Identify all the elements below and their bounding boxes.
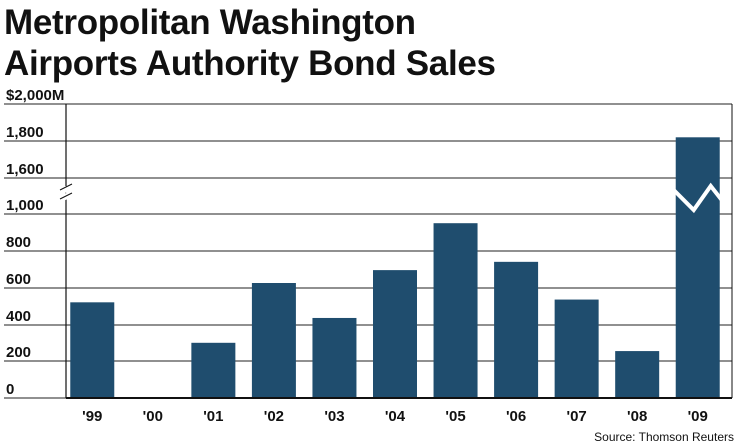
y-tick-label: 1,600 [6,161,44,178]
bar [494,261,539,398]
bar [312,317,357,398]
bar [70,302,115,398]
y-tick-labels: $2,000M 1,800 1,600 1,000 800 600 400 200 0 [6,87,64,398]
bar [554,299,599,398]
x-tick-label: '00 [143,408,163,425]
axis-break-mark [59,192,73,200]
bar [191,342,236,398]
x-tick-label: '08 [627,408,647,425]
chart-title-line-2: Airports Authority Bond Sales [4,44,496,83]
axes [56,104,733,399]
y-tick-label: 1,000 [6,197,44,214]
bar [615,351,660,398]
y-tick-label: 1,800 [6,124,44,141]
x-tick-label: '03 [324,408,344,425]
x-tick-label: '02 [264,408,284,425]
x-tick-label: '09 [688,408,708,425]
y-tick-label: 0 [6,381,14,398]
y-tick-label: 400 [6,308,31,325]
x-tick-label: '07 [567,408,587,425]
chart-title: Metropolitan Washington Airports Authori… [4,2,496,84]
y-tick-label: 200 [6,344,31,361]
bar [675,137,720,399]
y-tick-label: 600 [6,271,31,288]
source-note: Source: Thomson Reuters [594,430,734,444]
x-tick-label: '06 [506,408,526,425]
bar-break-mark [672,182,724,214]
bars [70,137,724,399]
bar [373,270,417,398]
x-tick-label: '01 [203,408,223,425]
x-tick-label: '04 [385,408,406,425]
axis-break-mark [59,183,73,191]
x-tick-labels: '99 '00 '01 '02 '03 '04 '05 '06 '07 '08 '09 [82,408,708,425]
y-tick-label: $2,000M [6,87,64,104]
x-tick-label: '99 [82,408,102,425]
y-tick-label: 800 [6,234,31,251]
gridlines [4,103,732,399]
bar [433,223,478,398]
x-tick-label: '05 [445,408,465,425]
chart-title-line-1: Metropolitan Washington [4,3,416,42]
bar [251,283,296,398]
